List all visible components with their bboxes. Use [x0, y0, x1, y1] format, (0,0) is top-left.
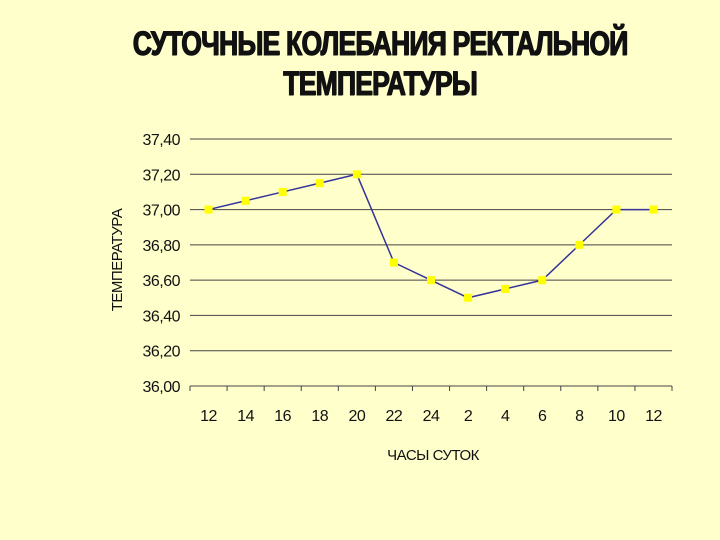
y-tick-labels: 36,00 36,20 36,40 36,60 36,80 37,00 37,20 37,40	[142, 132, 181, 396]
data-point	[389, 258, 398, 267]
x-axis	[189, 386, 673, 391]
data-point	[501, 284, 510, 293]
chart-title-line-2: ТЕМПЕРАТУРЫ	[283, 65, 478, 104]
y-tick-label: 36,40	[142, 308, 180, 325]
x-tick-label: 20	[348, 408, 365, 425]
x-tick-label: 18	[311, 408, 328, 425]
y-tick-label: 36,80	[142, 238, 180, 255]
data-point	[464, 293, 473, 302]
data-point	[352, 170, 361, 179]
x-tick-labels: 12 14 16 18 20 22 24 2 4 6 8 10 12	[200, 408, 663, 425]
y-tick-label: 37,20	[142, 167, 180, 184]
x-tick-label: 6	[538, 408, 547, 425]
data-point	[278, 187, 287, 196]
y-tick-label: 37,40	[142, 132, 180, 149]
data-point	[649, 205, 658, 214]
x-tick-label: 8	[575, 408, 584, 425]
data-point	[538, 276, 547, 285]
y-tick-label: 37,00	[142, 203, 180, 220]
x-axis-title: ЧАСЫ СУТОК	[387, 447, 479, 464]
y-tick-label: 36,20	[142, 344, 180, 361]
x-tick-label: 10	[608, 408, 625, 425]
y-axis-title: ТЕМПЕРАТУРА	[109, 208, 126, 311]
x-tick-label: 12	[645, 408, 662, 425]
grid-lines	[190, 138, 672, 387]
x-tick-label: 16	[274, 408, 291, 425]
x-tick-label: 24	[423, 408, 440, 425]
data-point	[204, 205, 213, 214]
data-point	[241, 196, 250, 205]
data-point	[315, 179, 324, 188]
chart-title: СУТОЧНЫЕ КОЛЕБАНИЯ РЕКТАЛЬНОЙ ТЕМПЕРАТУР…	[130, 24, 629, 104]
data-point	[612, 205, 621, 214]
data-point	[575, 240, 584, 249]
y-tick-label: 36,60	[142, 273, 180, 290]
data-point	[427, 276, 435, 285]
chart-title-line-1: СУТОЧНЫЕ КОЛЕБАНИЯ РЕКТАЛЬНОЙ	[132, 25, 628, 64]
data-markers	[204, 170, 658, 302]
x-tick-label: 14	[237, 408, 254, 425]
x-tick-label: 22	[386, 408, 403, 425]
x-tick-label: 2	[464, 408, 473, 425]
x-tick-label: 12	[200, 408, 217, 425]
x-tick-label: 4	[501, 408, 510, 425]
y-tick-label: 36,00	[142, 379, 180, 396]
